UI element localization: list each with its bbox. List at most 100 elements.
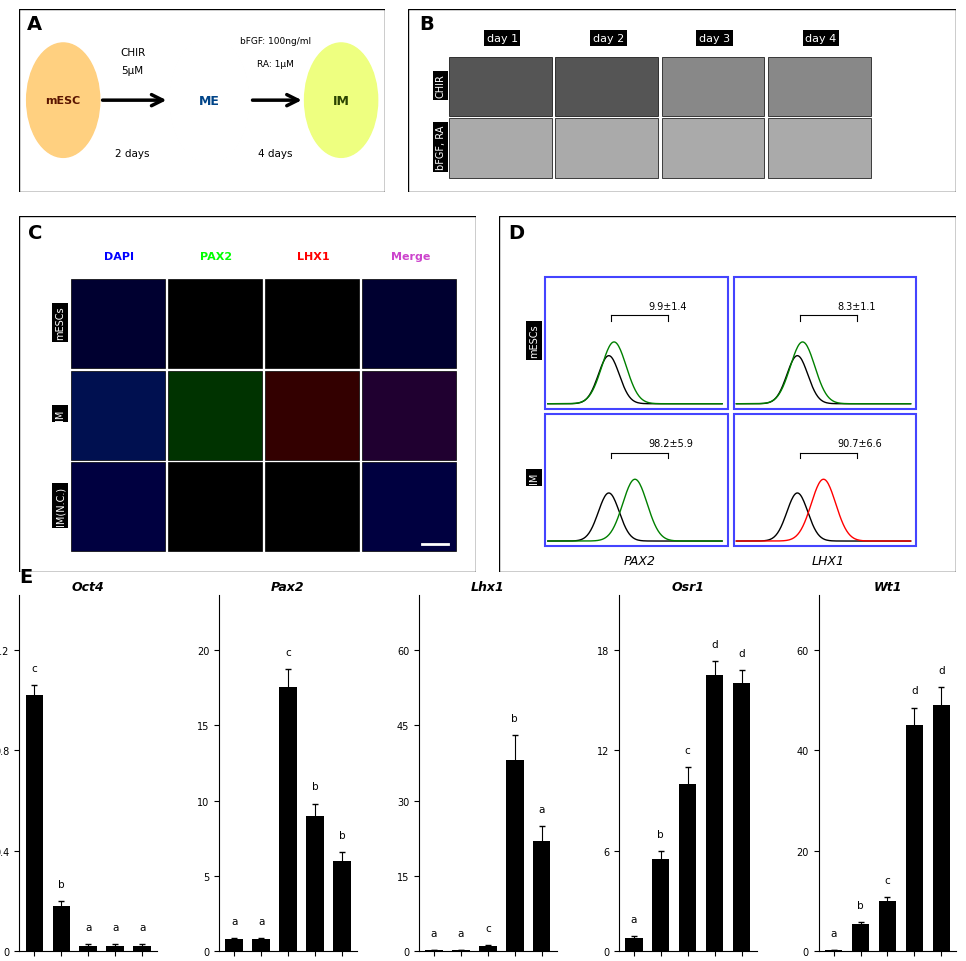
Ellipse shape: [58, 93, 68, 109]
Text: a: a: [85, 922, 92, 932]
Text: b: b: [857, 899, 864, 910]
Ellipse shape: [32, 52, 95, 151]
Text: LHX1: LHX1: [811, 554, 844, 567]
Text: DAPI: DAPI: [104, 252, 134, 262]
Ellipse shape: [27, 44, 99, 159]
Ellipse shape: [340, 99, 342, 103]
Text: d: d: [711, 640, 718, 650]
Ellipse shape: [317, 63, 365, 139]
Bar: [79, 947, 97, 951]
Ellipse shape: [184, 61, 235, 141]
Ellipse shape: [56, 89, 71, 112]
Ellipse shape: [52, 84, 74, 118]
Ellipse shape: [188, 67, 231, 136]
Ellipse shape: [171, 39, 248, 163]
Text: bFGF, RA: bFGF, RA: [436, 126, 445, 170]
Ellipse shape: [62, 99, 65, 103]
Text: day 4: day 4: [806, 34, 837, 44]
Title: Pax2: Pax2: [271, 580, 305, 593]
Ellipse shape: [308, 50, 374, 153]
Text: a: a: [431, 927, 438, 938]
Text: d: d: [911, 686, 918, 696]
Bar: [362, 280, 456, 369]
Bar: [306, 816, 324, 951]
Text: a: a: [831, 927, 837, 938]
Title: Lhx1: Lhx1: [471, 580, 504, 593]
Text: a: a: [538, 803, 545, 814]
Text: c: c: [32, 663, 38, 673]
Ellipse shape: [208, 99, 211, 103]
Ellipse shape: [46, 74, 80, 128]
Text: c: c: [885, 875, 891, 885]
Bar: [906, 726, 923, 951]
Text: day 2: day 2: [593, 34, 624, 44]
Ellipse shape: [314, 60, 368, 143]
Text: bFGF: 100ng/ml: bFGF: 100ng/ml: [240, 37, 311, 46]
Text: PAX2: PAX2: [200, 252, 233, 262]
Text: b: b: [58, 879, 65, 889]
Bar: [852, 924, 869, 951]
Bar: [662, 119, 764, 179]
Bar: [106, 947, 124, 951]
Ellipse shape: [331, 86, 351, 116]
Bar: [479, 947, 497, 951]
Ellipse shape: [57, 91, 70, 111]
Text: b: b: [511, 713, 518, 724]
Ellipse shape: [204, 92, 214, 110]
Text: day 1: day 1: [487, 34, 518, 44]
Bar: [733, 414, 917, 547]
Bar: [362, 371, 456, 460]
Bar: [425, 949, 442, 951]
Ellipse shape: [334, 89, 349, 112]
Text: ME: ME: [199, 94, 220, 108]
Ellipse shape: [178, 50, 242, 152]
Bar: [279, 688, 297, 951]
Ellipse shape: [336, 93, 346, 109]
Ellipse shape: [322, 70, 360, 132]
Text: 9.9±1.4: 9.9±1.4: [648, 302, 687, 311]
Text: 98.2±5.9: 98.2±5.9: [648, 438, 694, 449]
Ellipse shape: [60, 95, 67, 107]
Bar: [362, 462, 456, 552]
Text: A: A: [27, 15, 42, 34]
Bar: [252, 939, 270, 951]
Ellipse shape: [312, 56, 370, 147]
Ellipse shape: [34, 56, 93, 147]
Ellipse shape: [202, 88, 217, 113]
Ellipse shape: [42, 66, 85, 136]
Ellipse shape: [206, 94, 213, 108]
Ellipse shape: [172, 41, 247, 160]
Ellipse shape: [28, 46, 99, 157]
Text: 8.3±1.1: 8.3±1.1: [838, 302, 876, 311]
Bar: [133, 947, 151, 951]
Text: a: a: [458, 927, 464, 938]
Bar: [825, 949, 842, 951]
Ellipse shape: [47, 76, 79, 126]
Ellipse shape: [304, 44, 378, 159]
Ellipse shape: [328, 82, 354, 120]
Ellipse shape: [186, 64, 232, 137]
Ellipse shape: [43, 68, 84, 134]
Text: d: d: [938, 666, 945, 676]
Ellipse shape: [53, 86, 73, 116]
Ellipse shape: [339, 97, 344, 105]
Ellipse shape: [190, 71, 228, 131]
Ellipse shape: [319, 66, 363, 136]
Title: Oct4: Oct4: [71, 580, 104, 593]
Bar: [662, 58, 764, 117]
Text: Merge: Merge: [391, 252, 431, 262]
Text: IM: IM: [332, 94, 350, 108]
Ellipse shape: [327, 80, 355, 122]
Bar: [768, 58, 870, 117]
Bar: [71, 462, 165, 552]
Bar: [733, 683, 751, 951]
Bar: [555, 119, 658, 179]
Text: 4 days: 4 days: [258, 149, 293, 160]
Ellipse shape: [29, 48, 98, 155]
Ellipse shape: [335, 91, 347, 111]
Ellipse shape: [185, 62, 234, 139]
Ellipse shape: [199, 84, 220, 118]
Text: b: b: [339, 830, 345, 840]
Bar: [168, 462, 262, 552]
Bar: [449, 58, 552, 117]
